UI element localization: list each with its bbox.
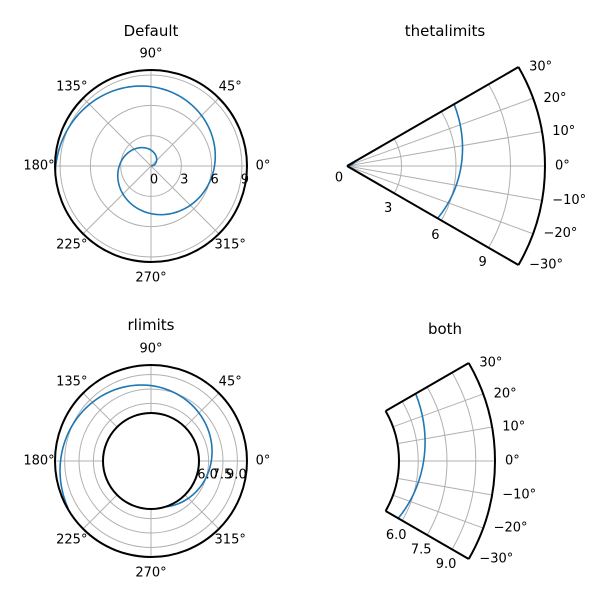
edge-spine [346,165,519,266]
r-tick-label: 6 [431,228,439,243]
theta-tick-label: 0° [256,159,271,174]
theta-tick-label: 225° [56,533,87,548]
theta-tick-label: 30° [479,356,502,371]
angular-gridline [397,426,493,445]
theta-tick-label: 0° [505,454,520,469]
r-tick-label: 0 [335,171,343,186]
angular-gridline [82,165,152,235]
theta-tick-label: 45° [219,374,242,389]
outer-spine [53,364,248,558]
theta-tick-label: 135° [56,79,87,94]
angular-gridline [184,494,220,530]
chart-title: thetalimits [405,22,486,40]
outer-spine [53,69,248,263]
theta-tick-label: 135° [56,374,87,389]
angular-gridline [346,165,534,235]
theta-tick-label: −30° [529,258,563,273]
theta-tick-label: −10° [502,488,536,503]
theta-tick-label: −10° [552,193,586,208]
angular-gridline [346,97,534,167]
r-tick-label: 9.0 [226,468,247,483]
angular-gridline [150,97,220,167]
r-tick-label: 0 [150,173,158,188]
theta-tick-label: −30° [479,552,513,567]
theta-tick-label: 270° [135,566,166,581]
series-line [397,393,426,519]
angular-gridline [82,97,152,167]
r-tick-label: 6.0 [197,468,218,483]
r-tick-label: 9 [241,173,249,188]
theta-tick-label: −20° [494,521,528,536]
theta-tick-label: 20° [494,386,517,401]
edge-spine [346,66,519,167]
theta-tick-label: 315° [215,533,246,548]
inner-spine [384,410,400,512]
angular-gridline [392,494,484,529]
theta-tick-label: 270° [135,271,166,286]
theta-tick-label: −20° [543,226,577,241]
r-tick-label: 3 [180,173,188,188]
theta-tick-label: 10° [502,419,525,434]
subplot-rlimits: rlimits 0° 45° 90° 135° 180° 225° 270° 315° 6.07.… [23,316,270,581]
angular-gridline [184,392,220,428]
angular-gridline [346,131,543,167]
theta-tick-label: 20° [543,91,566,106]
theta-tick-label: 315° [215,238,246,253]
series-line [54,85,217,216]
theta-tick-label: 180° [23,454,54,469]
theta-tick-label: 90° [139,47,162,62]
angular-gridline [397,477,493,496]
theta-tick-label: 0° [256,454,271,469]
angular-gridline [392,393,484,428]
theta-tick-label: 45° [219,79,242,94]
angular-gridline [346,165,543,201]
theta-tick-label: 180° [23,159,54,174]
subplot-thetalimits: thetalimits −30° −20° −10° 0° 10° 20° 30° 0 3 6 9 [335,22,586,273]
chart-title: both [428,320,462,338]
r-tick-label: 7.5 [212,468,233,483]
subplot-default: Default 0° 45° 90° 135° 180° 225° 270° 315° 0 3 6 9 [23,22,270,286]
theta-tick-label: 90° [139,342,162,357]
series-line [346,103,464,219]
r-tick-label: 9 [478,255,486,270]
theta-tick-label: 10° [552,124,575,139]
r-tick-label: 3 [384,201,392,216]
chart-title: Default [124,22,179,40]
theta-tick-label: 0° [555,159,570,174]
r-tick-label: 7.5 [411,543,432,558]
subplot-both: both −30° −20° −10° 0° 10° 20° 30° 6.0 7.5 9.0 [384,320,536,572]
theta-tick-label: 225° [56,238,87,253]
theta-tick-label: 30° [529,60,552,75]
r-tick-label: 6.0 [386,528,407,543]
r-tick-label: 6 [210,173,218,188]
outer-spine [467,362,496,560]
outer-spine [517,66,546,266]
inner-spine [101,412,200,510]
edge-spine [385,510,470,560]
chart-title: rlimits [128,316,175,334]
edge-spine [385,362,470,412]
angular-gridline [150,165,220,235]
angular-gridline [82,392,118,428]
series-line [59,384,213,510]
r-tick-label: 9.0 [436,557,457,572]
angular-gridline [82,494,118,530]
